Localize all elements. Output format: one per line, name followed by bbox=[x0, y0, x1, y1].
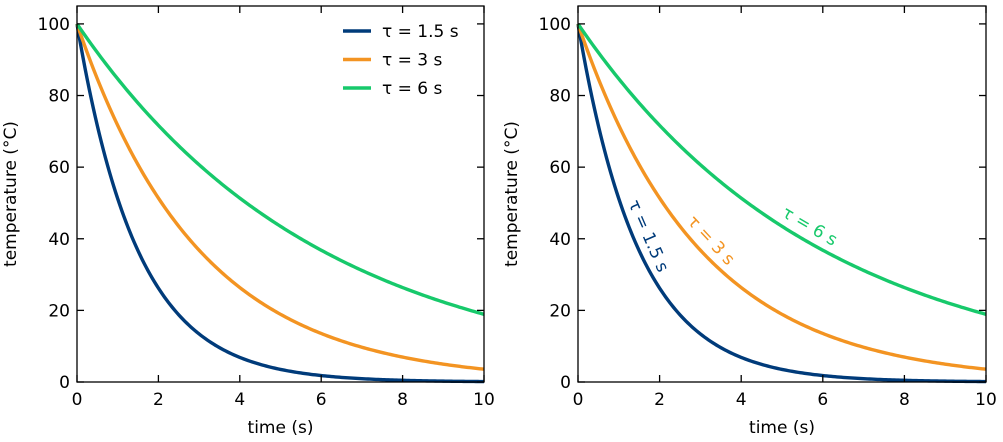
x-tick-label: 10 bbox=[473, 390, 495, 410]
x-tick-label: 8 bbox=[397, 390, 408, 410]
x-tick-label: 4 bbox=[234, 390, 245, 410]
y-axis-label: temperature (°C) bbox=[502, 121, 522, 267]
plot-frame bbox=[76, 5, 485, 383]
x-tick-label: 8 bbox=[899, 390, 910, 410]
legend: τ = 1.5 s τ = 3 s τ = 6 s bbox=[343, 22, 459, 99]
x-axis-label: time (s) bbox=[248, 418, 314, 438]
y-axis-label: temperature (°C) bbox=[1, 121, 21, 267]
y-tick-label: 20 bbox=[549, 301, 571, 321]
x-tick-label: 2 bbox=[654, 390, 665, 410]
x-tick-label: 6 bbox=[316, 390, 327, 410]
x-tick-label: 4 bbox=[736, 390, 747, 410]
y-tick-label: 60 bbox=[48, 158, 70, 178]
x-tick-label: 0 bbox=[573, 390, 584, 410]
x-axis-label: time (s) bbox=[749, 418, 815, 438]
y-tick-label: 100 bbox=[38, 15, 70, 35]
y-tick-label: 80 bbox=[549, 87, 571, 107]
x-tick-label: 0 bbox=[72, 390, 83, 410]
x-tick-label: 10 bbox=[975, 390, 997, 410]
y-tick-label: 40 bbox=[549, 230, 571, 250]
plot-frame bbox=[577, 5, 987, 383]
y-tick-label: 0 bbox=[59, 373, 70, 393]
series-line bbox=[576, 23, 987, 371]
y-tick-label: 60 bbox=[549, 158, 571, 178]
series-line bbox=[75, 23, 485, 371]
y-tick-label: 100 bbox=[539, 15, 571, 35]
legend-label: τ = 3 s bbox=[382, 51, 443, 71]
x-tick-label: 2 bbox=[153, 390, 164, 410]
y-tick-label: 80 bbox=[48, 87, 70, 107]
y-tick-label: 40 bbox=[48, 230, 70, 250]
series-line bbox=[576, 22, 987, 316]
x-tick-label: 6 bbox=[817, 390, 828, 410]
y-tick-label: 0 bbox=[560, 373, 571, 393]
y-tick-label: 20 bbox=[48, 301, 70, 321]
legend-label: τ = 1.5 s bbox=[382, 22, 459, 42]
series-line bbox=[75, 22, 485, 316]
series-line bbox=[75, 23, 485, 384]
legend-label: τ = 6 s bbox=[382, 79, 443, 99]
series-line bbox=[576, 23, 987, 384]
